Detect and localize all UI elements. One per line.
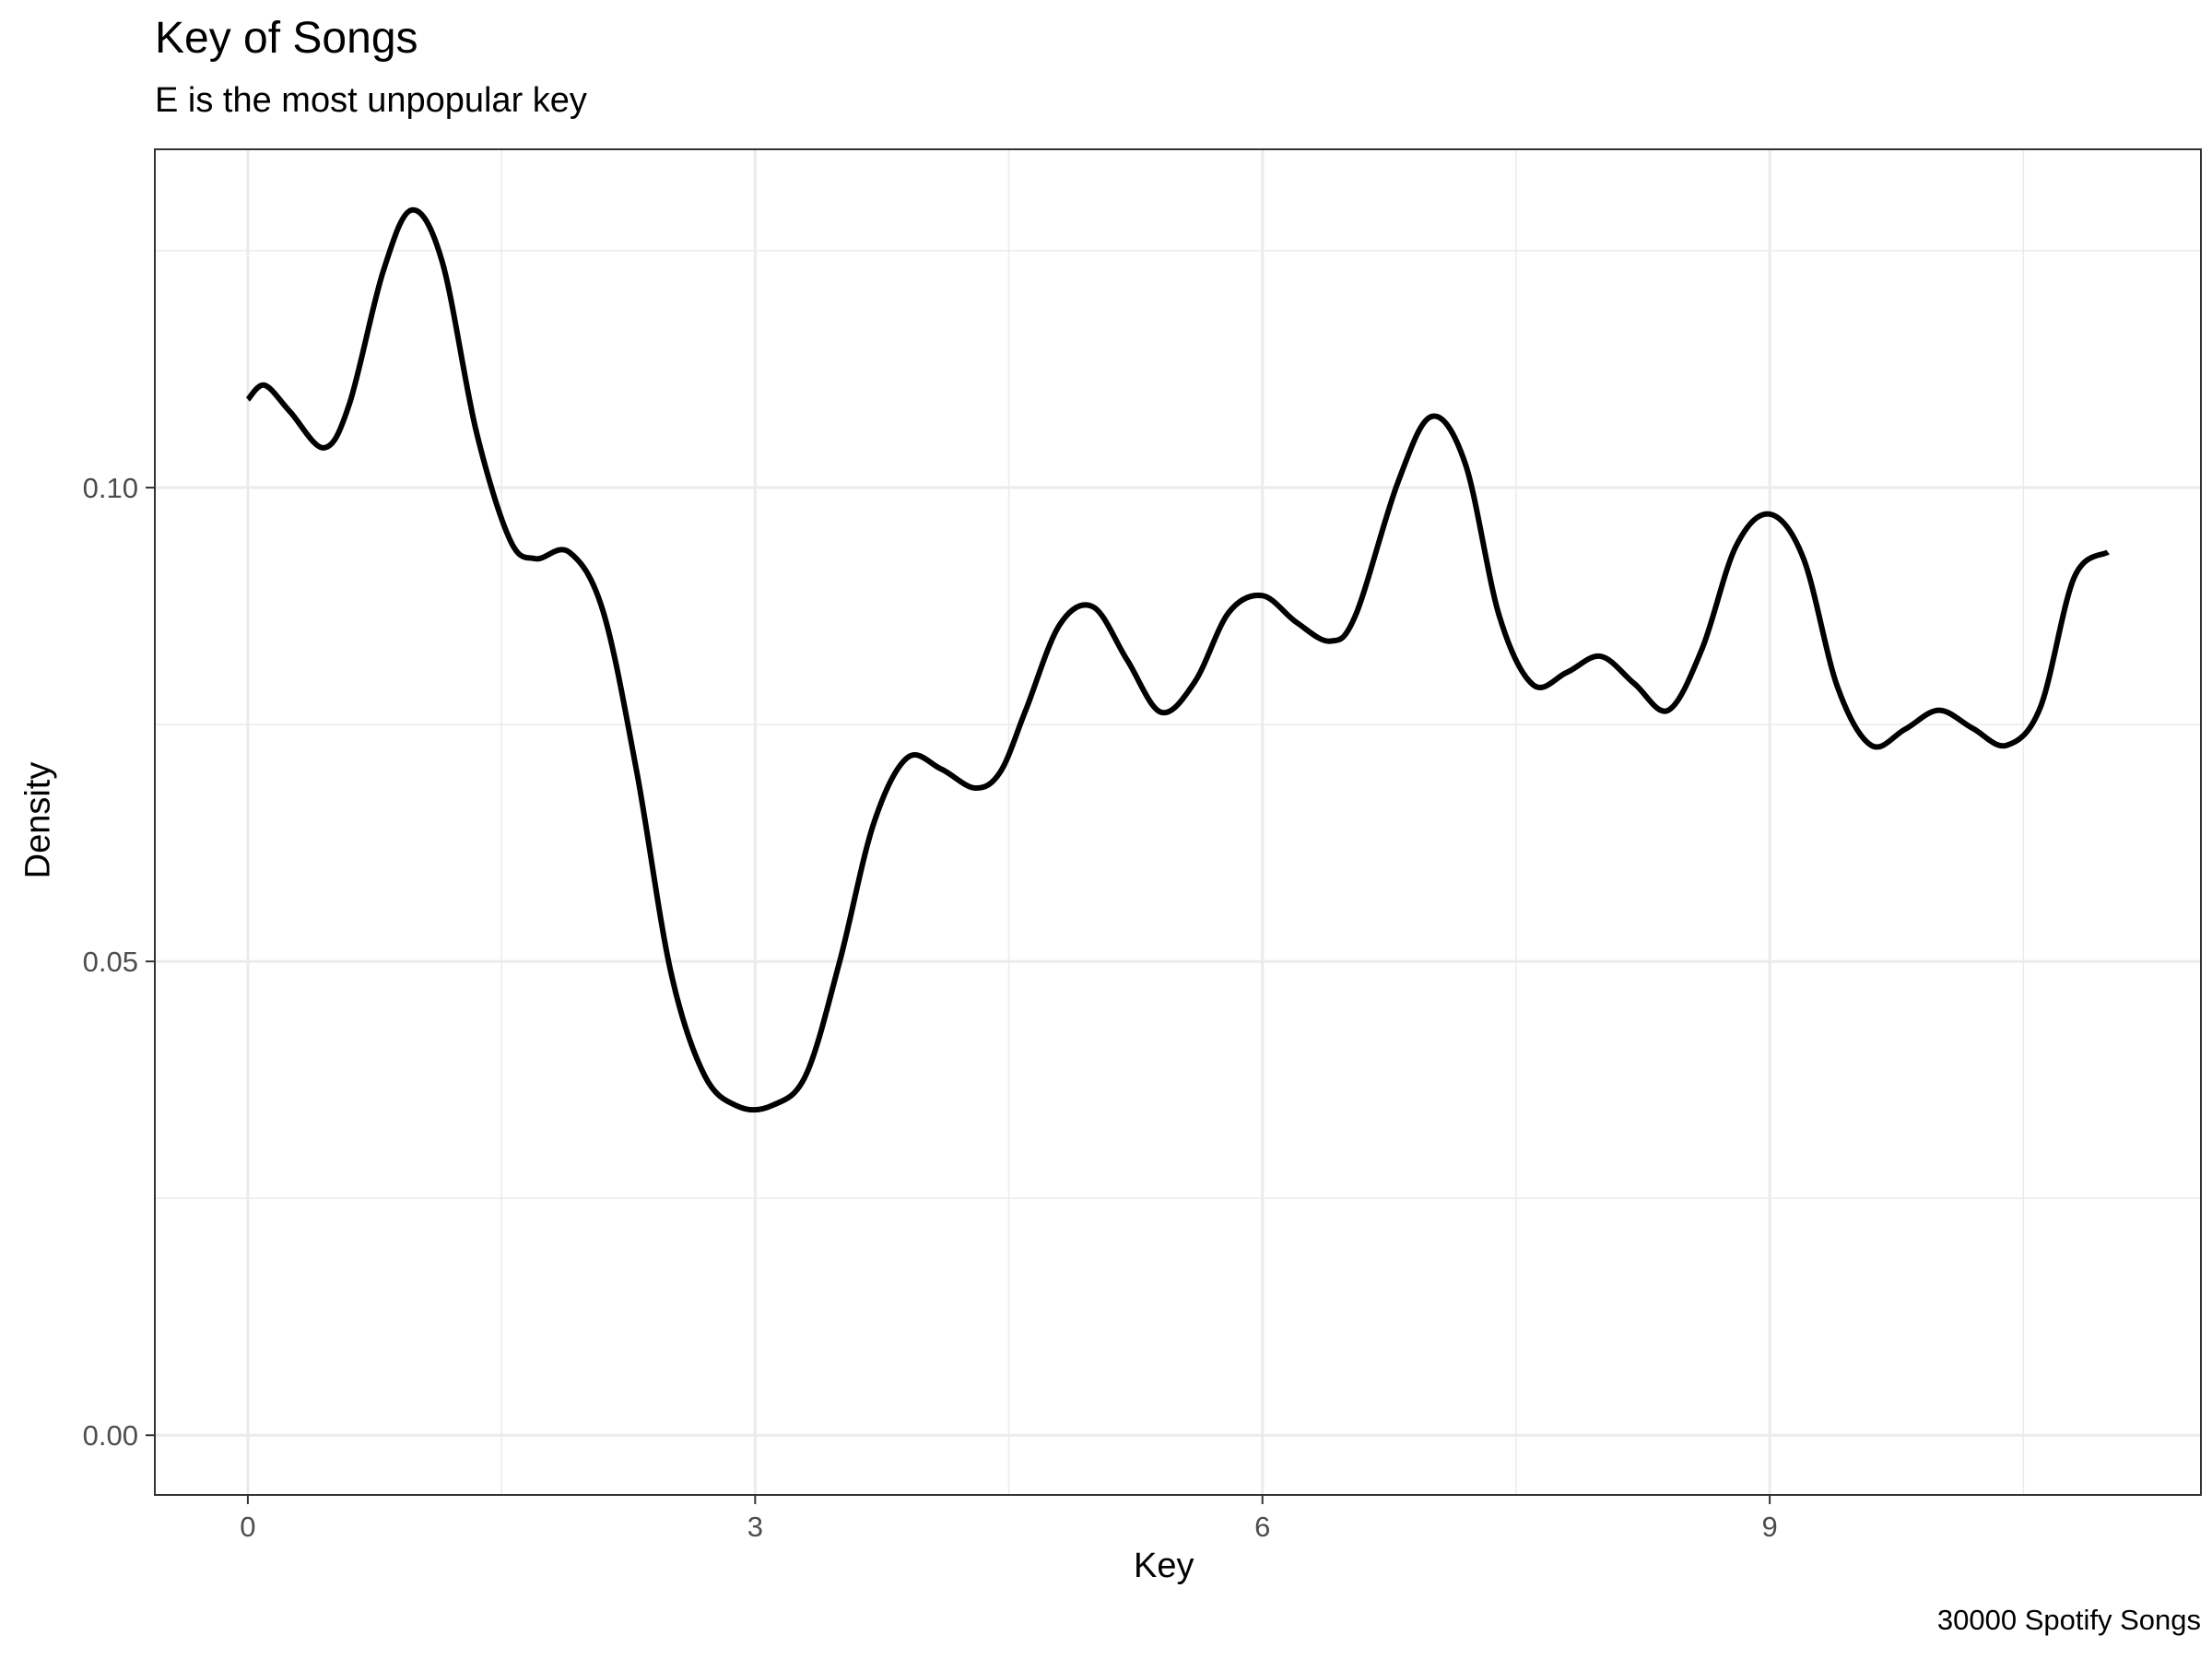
axis-ticks: 0 3 6 9 0.00 0.05 0.10 [83, 472, 1778, 1543]
y-tick-label: 0.00 [83, 1419, 138, 1452]
x-tick-label: 0 [240, 1511, 255, 1543]
chart-caption: 30000 Spotify Songs [1936, 1604, 2201, 1636]
density-line [245, 206, 2110, 1113]
y-tick-label: 0.05 [83, 946, 138, 978]
y-axis-label: Density [18, 761, 58, 879]
grid-lines [155, 149, 2201, 1495]
y-tick-label: 0.10 [83, 472, 138, 504]
chart-title: Key of Songs [155, 14, 418, 63]
density-series [245, 206, 2110, 1113]
x-tick-label: 9 [1762, 1511, 1778, 1543]
x-tick-label: 3 [747, 1511, 763, 1543]
plot-panel-border [154, 148, 2202, 1496]
x-tick-label: 6 [1254, 1511, 1270, 1543]
chart-subtitle: E is the most unpopular key [155, 81, 587, 120]
x-axis-label: Key [1134, 1547, 1194, 1585]
